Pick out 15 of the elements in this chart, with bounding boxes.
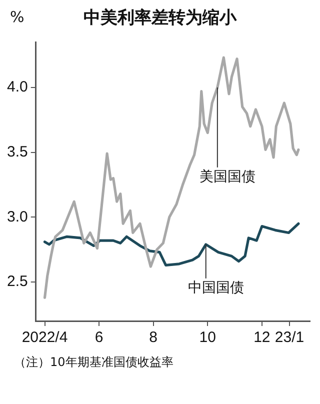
y-tick-label: 3.0 bbox=[6, 208, 28, 226]
series-label: 中国国债 bbox=[188, 280, 244, 296]
series-label: 美国国债 bbox=[199, 169, 256, 186]
x-tick-label: 23/1 bbox=[274, 329, 304, 346]
x-tick-label: 12 bbox=[254, 329, 270, 346]
y-tick-label: 2.5 bbox=[6, 273, 28, 290]
y-tick-label: 3.5 bbox=[6, 143, 28, 160]
x-tick-label: 6 bbox=[94, 329, 104, 346]
chart-title: 中美利率差转为缩小 bbox=[84, 8, 236, 28]
x-tick-label: 2022/4 bbox=[22, 329, 68, 346]
y-axis-title: % bbox=[10, 8, 24, 26]
text: （注）10年期基准国债收益率 bbox=[14, 354, 174, 371]
x-tick-label: 10 bbox=[199, 329, 216, 346]
y-tick-label: 4.0 bbox=[6, 78, 28, 96]
x-tick-label: 8 bbox=[149, 329, 158, 346]
